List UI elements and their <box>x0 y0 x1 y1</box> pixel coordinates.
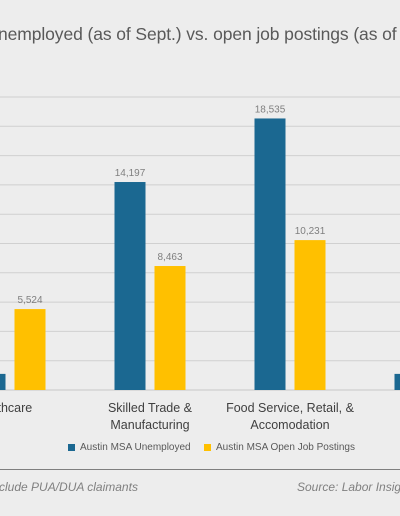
legend-swatch-unemployed <box>68 443 75 451</box>
category-label: Skilled Trade & <box>108 401 193 415</box>
data-label: 5,524 <box>17 295 42 306</box>
bar <box>294 240 326 390</box>
divider <box>0 469 400 470</box>
footnote-source: Source: Labor Insig <box>297 480 400 494</box>
data-label: 14,197 <box>115 168 146 179</box>
category-label: Manufacturing <box>110 418 189 432</box>
legend-item-postings: Austin MSA Open Job Postings <box>204 442 355 453</box>
data-label: 18,535 <box>255 104 286 115</box>
category-label: althcare <box>0 401 32 415</box>
legend-item-unemployed: Austin MSA Unemployed <box>68 442 191 453</box>
bar <box>14 309 46 390</box>
data-label: 10,231 <box>295 226 326 237</box>
data-label: 8,463 <box>157 252 182 263</box>
legend-swatch-postings <box>204 443 211 451</box>
bar <box>0 373 6 390</box>
bar <box>114 182 146 390</box>
footnote-left: clude PUA/DUA claimants <box>0 480 138 494</box>
bar <box>394 373 400 390</box>
legend-label-postings: Austin MSA Open Job Postings <box>216 442 355 453</box>
category-label: Accomodation <box>250 418 329 432</box>
category-label: Food Service, Retail, & <box>226 401 354 415</box>
bar <box>154 266 186 390</box>
bar <box>254 118 286 390</box>
chart-title: nemployed (as of Sept.) vs. open job pos… <box>0 24 397 44</box>
legend-label-unemployed: Austin MSA Unemployed <box>80 442 191 453</box>
